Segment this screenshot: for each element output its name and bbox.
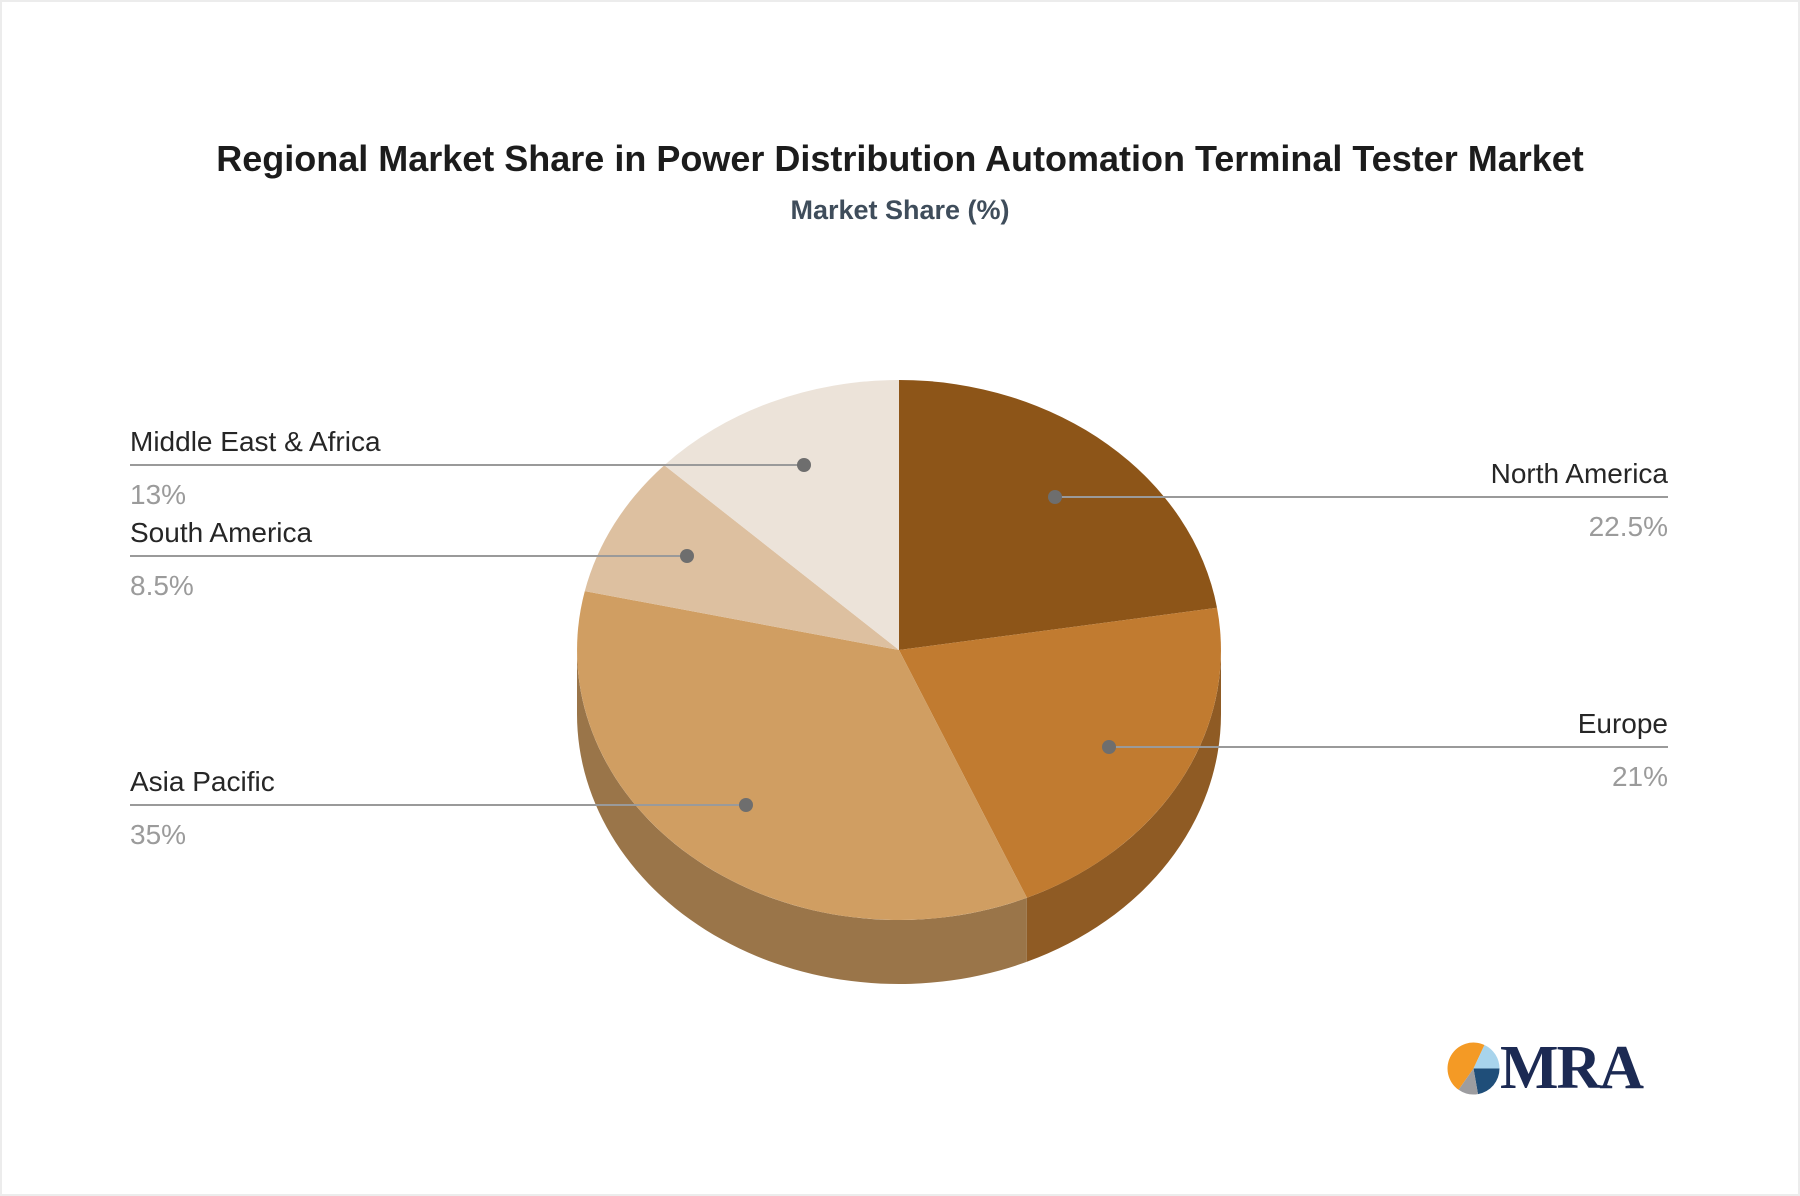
leader-dot-asia-pacific — [739, 798, 753, 812]
logo-text: MRA — [1500, 1034, 1644, 1102]
slice-label-value: 21% — [1611, 761, 1668, 792]
logo-pie-slice — [1473, 1068, 1500, 1094]
leader-dot-south-america — [680, 549, 694, 563]
pie-slice-south-america — [584, 465, 899, 650]
logo-pie-slice — [1458, 1068, 1479, 1095]
slice-label-name: North America — [1490, 458, 1668, 489]
slice-label-name: Middle East & Africa — [130, 426, 381, 457]
slice-label-value: 22.5% — [1588, 511, 1668, 542]
chart-subtitle: Market Share (%) — [790, 195, 1010, 225]
pie-slice-side-asia-pacific — [576, 650, 1027, 985]
slice-label-name: Asia Pacific — [130, 766, 275, 797]
pie-slice-side-europe — [1026, 650, 1221, 962]
chart-title: Regional Market Share in Power Distribut… — [216, 138, 1584, 179]
slice-label-value: 8.5% — [130, 570, 194, 601]
pie-slice-europe — [899, 607, 1221, 898]
logo-pie-icon — [1447, 1042, 1500, 1095]
slice-label-value: 13% — [130, 479, 187, 510]
slice-label-name: South America — [130, 517, 313, 548]
brand-logo: MRA — [1446, 1034, 1644, 1102]
pie-slice-north-america — [899, 380, 1217, 650]
slice-label-name: Europe — [1577, 708, 1668, 739]
slice-label-value: 35% — [130, 819, 187, 850]
pie-slice-middle-east-africa — [664, 380, 899, 650]
leader-dot-north-america — [1048, 490, 1062, 504]
leader-dot-europe — [1102, 740, 1116, 754]
logo-pie-slice — [1473, 1044, 1500, 1068]
logo-pie-slice — [1447, 1042, 1485, 1090]
leader-dot-middle-east-africa — [797, 458, 811, 472]
pie-slice-asia-pacific — [577, 591, 1027, 920]
